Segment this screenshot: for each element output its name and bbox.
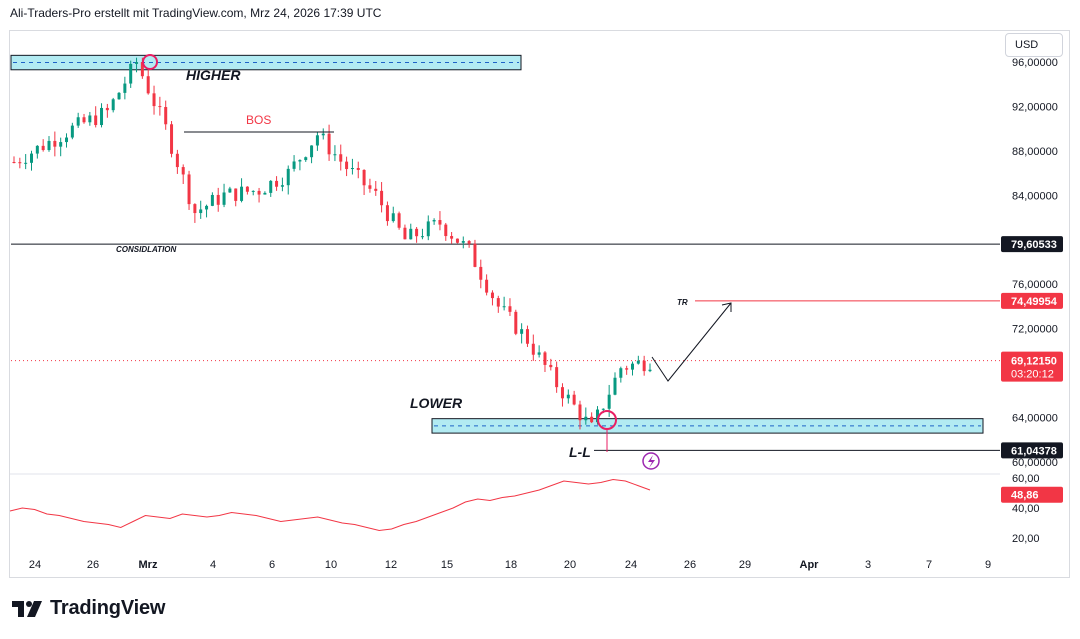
tradingview-logo-icon: [12, 600, 42, 617]
chart-attribution: Ali-Traders-Pro erstellt mit TradingView…: [10, 6, 382, 20]
chart-frame: [9, 30, 1070, 578]
currency-button[interactable]: USD: [1005, 33, 1063, 57]
tradingview-logo[interactable]: TradingView: [12, 597, 165, 620]
tradingview-logo-text: TradingView: [50, 597, 166, 619]
